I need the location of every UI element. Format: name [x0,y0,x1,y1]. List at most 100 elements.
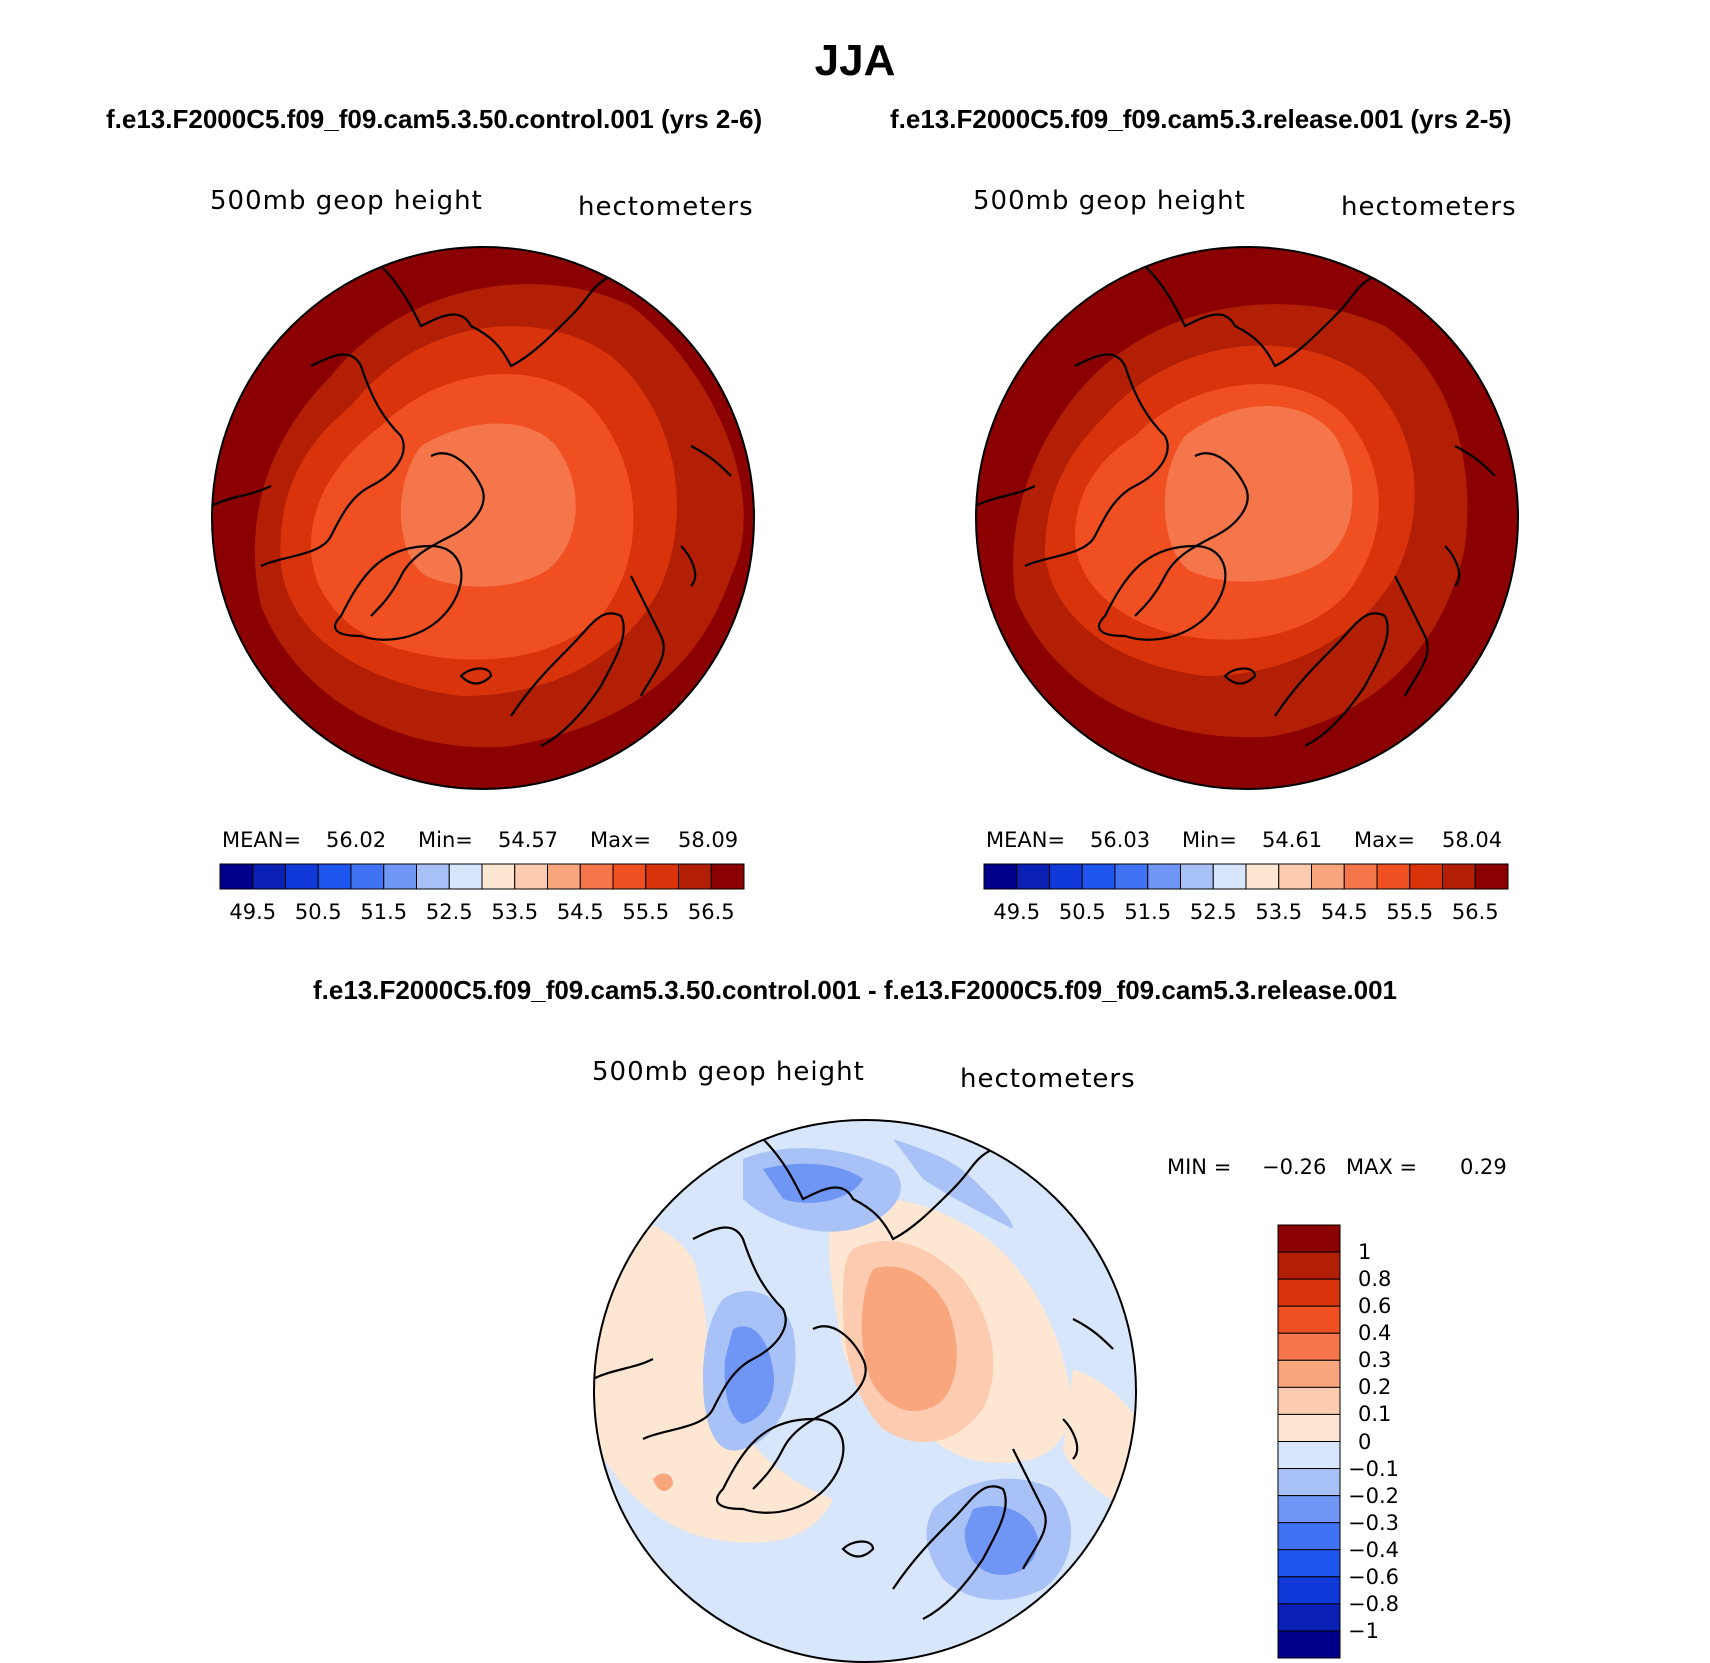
diff-colorbar-tick-label: −0.2 [1348,1483,1399,1508]
left-variable-label: 500mb geop height [210,186,483,216]
diff-colorbar-swatch [1277,1332,1341,1361]
left-colorbar-tick-label: 52.5 [425,900,473,924]
right-max-label: Max= [1354,828,1416,852]
diff-min-value: −0.26 [1262,1155,1327,1179]
right-units-label: hectometers [1341,192,1517,222]
left-max-value: 58.09 [678,828,739,852]
left-colorbar-tick-label: 53.5 [491,900,539,924]
right-colorbar-tick-label: 55.5 [1386,900,1434,924]
diff-colorbar-tick-label: −0.3 [1348,1510,1399,1535]
right-mean-label: MEAN= [986,828,1066,852]
right-colorbar-tick-label: 49.5 [993,900,1041,924]
diff-colorbar-swatch [1277,1549,1341,1578]
diff-colorbar-swatch [1277,1630,1341,1659]
right-colorbar-swatch [1442,863,1476,890]
left-colorbar [219,863,745,890]
right-min-label: Min= [1182,828,1237,852]
left-colorbar-swatch [383,863,417,890]
diff-colorbar-tick-label: 0.3 [1358,1348,1392,1373]
diff-max-value: 0.29 [1460,1155,1507,1179]
left-colorbar-tick-label: 56.5 [687,900,735,924]
right-colorbar-swatch [1311,863,1345,890]
right-colorbar-tick-label: 54.5 [1320,900,1368,924]
left-colorbar-swatch [219,863,254,890]
diff-colorbar-swatch [1277,1441,1341,1470]
diff-colorbar [1277,1224,1341,1659]
main-title: JJA [814,36,896,85]
diff-units-label: hectometers [960,1064,1136,1094]
right-min-value: 54.61 [1262,828,1323,852]
left-colorbar-swatch [579,863,614,890]
diff-colorbar-swatch [1277,1468,1341,1497]
right-colorbar-tick-label: 56.5 [1451,900,1499,924]
diff-colorbar-swatch [1277,1576,1341,1605]
diff-colorbar-swatch [1277,1224,1341,1253]
right-colorbar-swatch [1376,863,1411,890]
right-colorbar-swatch [1114,863,1149,890]
diff-colorbar-swatch [1277,1522,1341,1551]
right-colorbar-swatch [1147,863,1181,890]
right-polar-map [975,246,1519,790]
right-colorbar-swatch [1278,863,1312,890]
right-colorbar-swatch [1049,863,1083,890]
left-colorbar-swatch [547,863,581,890]
left-colorbar-swatch [252,863,286,890]
right-colorbar-swatch [1343,863,1378,890]
diff-colorbar-tick-label: 0.6 [1358,1294,1392,1319]
diff-colorbar-tick-label: −0.6 [1348,1564,1399,1589]
left-min-value: 54.57 [498,828,559,852]
left-colorbar-tick-label: 50.5 [294,900,342,924]
left-mean-label: MEAN= [222,828,302,852]
left-min-label: Min= [418,828,473,852]
left-colorbar-tick-label: 51.5 [360,900,408,924]
right-colorbar-swatch [1081,863,1116,890]
right-run-title: f.e13.F2000C5.f09_f09.cam5.3.release.001… [890,104,1512,134]
left-colorbar-swatch [612,863,647,890]
diff-colorbar-swatch [1277,1359,1341,1388]
left-colorbar-swatch [514,863,548,890]
right-colorbar-swatch [1474,863,1509,890]
right-colorbar-swatch [1016,863,1050,890]
left-colorbar-swatch [448,863,483,890]
diff-colorbar-swatch [1277,1495,1341,1524]
left-run-title: f.e13.F2000C5.f09_f09.cam5.3.50.control.… [106,104,763,134]
diff-colorbar-swatch [1277,1603,1341,1632]
left-polar-map [211,246,755,790]
diff-colorbar-tick-label: 0.2 [1358,1375,1392,1400]
right-colorbar-tick-label: 52.5 [1189,900,1237,924]
left-colorbar-tick-label: 55.5 [622,900,670,924]
left-colorbar-swatch [481,863,516,890]
left-units-label: hectometers [578,192,754,222]
diff-colorbar-tick-label: 0 [1358,1429,1372,1454]
right-variable-label: 500mb geop height [973,186,1246,216]
left-max-label: Max= [590,828,652,852]
right-mean-value: 56.03 [1090,828,1151,852]
right-colorbar-swatch [1409,863,1443,890]
diff-colorbar-tick-label: −0.8 [1348,1591,1399,1616]
diff-colorbar-tick-label: 0.4 [1358,1321,1392,1346]
diff-colorbar-tick-label: −0.4 [1348,1537,1399,1562]
left-mean-value: 56.02 [326,828,387,852]
left-colorbar-tick-label: 54.5 [556,900,604,924]
left-colorbar-swatch [678,863,712,890]
left-colorbar-tick-label: 49.5 [229,900,277,924]
diff-polar-map [593,1119,1137,1663]
left-colorbar-swatch [317,863,352,890]
right-colorbar-labels: 49.5 50.5 51.5 52.5 53.5 54.5 55.5 56.5 [984,900,1508,926]
left-colorbar-swatch [350,863,385,890]
diff-colorbar-tick-label: −0.1 [1348,1456,1399,1481]
left-colorbar-swatch [645,863,679,890]
diff-colorbar-swatch [1277,1251,1341,1280]
diff-colorbar-tick-label: −1 [1348,1618,1379,1643]
right-max-value: 58.04 [1442,828,1503,852]
right-colorbar-swatch [983,863,1018,890]
diff-min-label: MIN = [1167,1155,1232,1179]
diff-max-label: MAX = [1346,1155,1418,1179]
right-colorbar [983,863,1509,890]
right-colorbar-swatch [1212,863,1247,890]
diff-variable-label: 500mb geop height [592,1057,865,1087]
diff-colorbar-swatch [1277,1278,1341,1307]
diff-colorbar-tick-label: 0.1 [1358,1402,1392,1427]
right-colorbar-tick-label: 53.5 [1255,900,1303,924]
diff-colorbar-swatch [1277,1386,1341,1415]
